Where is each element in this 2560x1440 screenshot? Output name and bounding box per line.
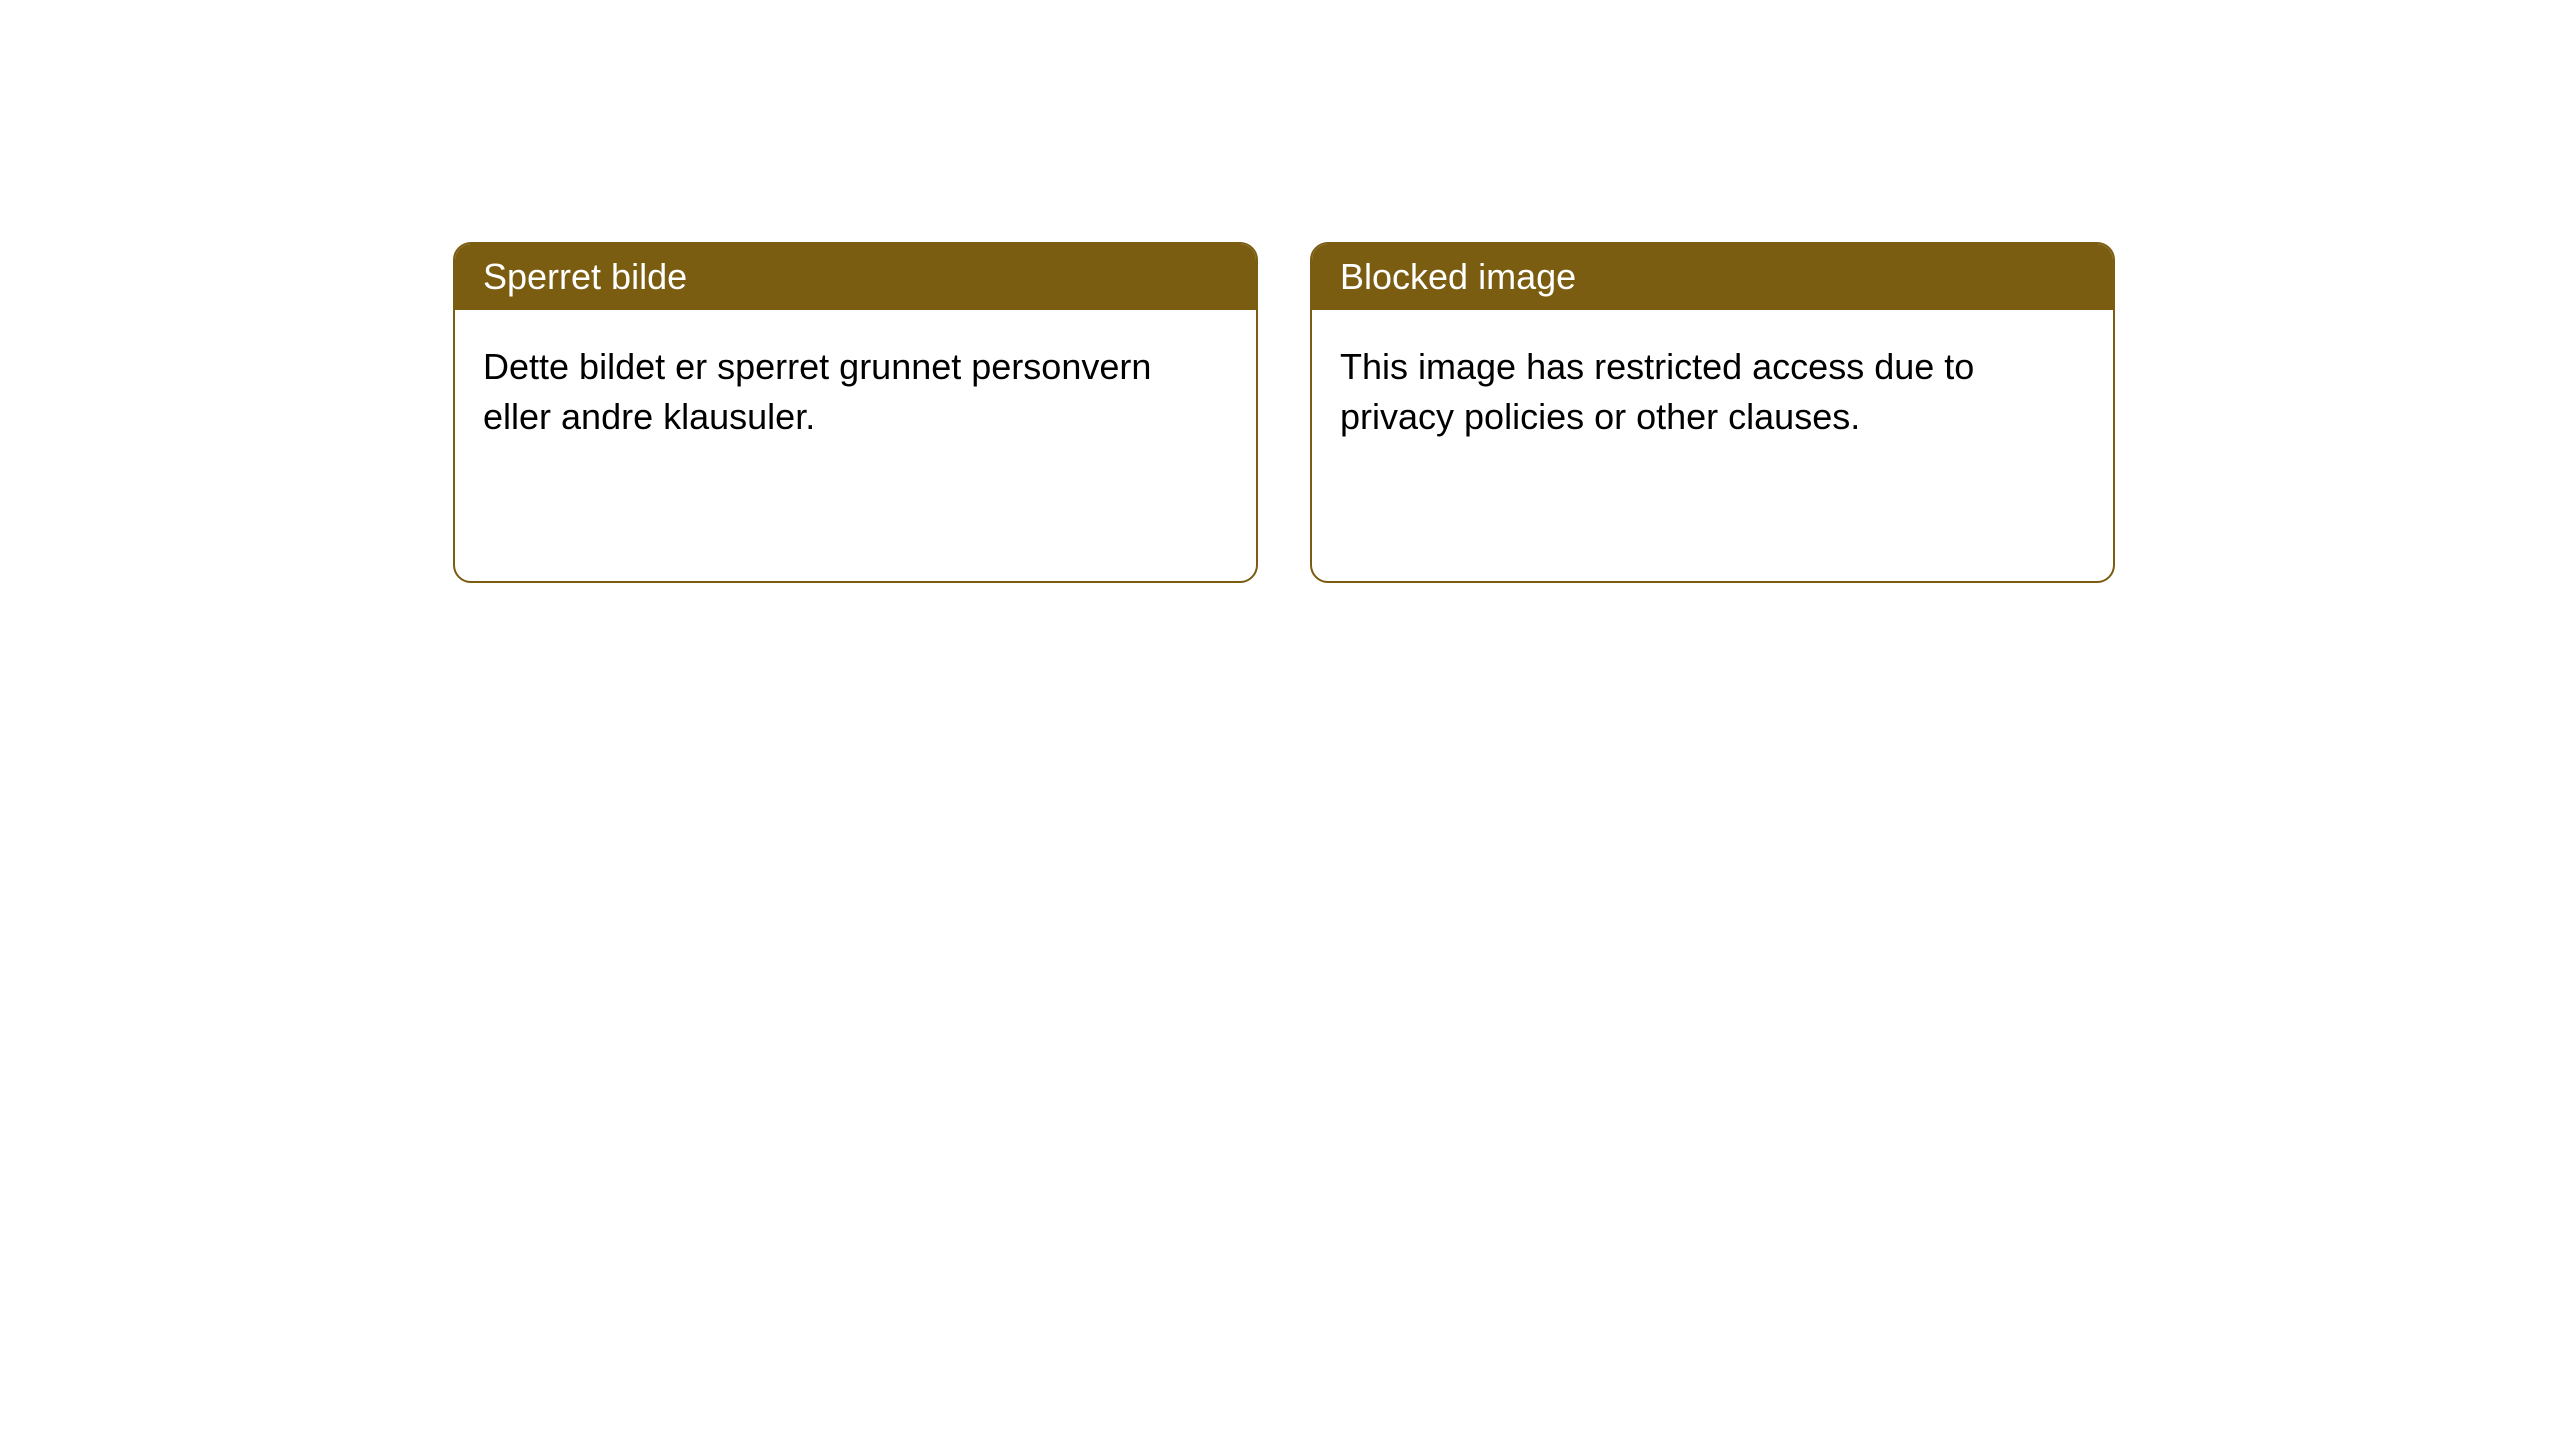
card-message: This image has restricted access due to …: [1340, 346, 1974, 437]
cards-container: Sperret bilde Dette bildet er sperret gr…: [453, 242, 2115, 583]
card-title: Sperret bilde: [483, 256, 687, 297]
card-body: This image has restricted access due to …: [1312, 310, 2113, 475]
blocked-image-card-english: Blocked image This image has restricted …: [1310, 242, 2115, 583]
card-title: Blocked image: [1340, 256, 1576, 297]
card-message: Dette bildet er sperret grunnet personve…: [483, 346, 1151, 437]
card-body: Dette bildet er sperret grunnet personve…: [455, 310, 1256, 475]
card-header: Blocked image: [1312, 244, 2113, 310]
card-header: Sperret bilde: [455, 244, 1256, 310]
blocked-image-card-norwegian: Sperret bilde Dette bildet er sperret gr…: [453, 242, 1258, 583]
